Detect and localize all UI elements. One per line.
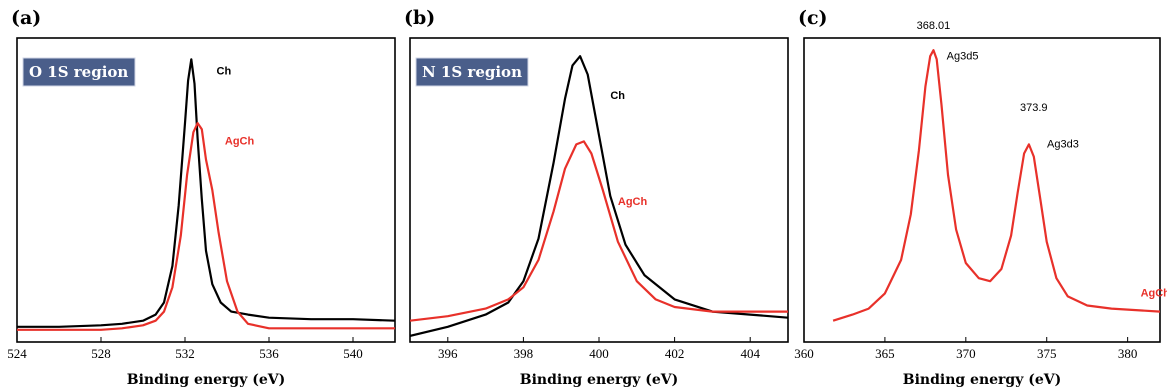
series-line-agch bbox=[410, 140, 788, 322]
plot-frame bbox=[16, 37, 396, 343]
series-label: AgCh bbox=[1141, 287, 1167, 299]
peak-annotation: 368.01 bbox=[917, 20, 951, 32]
x-tick-label: 536 bbox=[259, 346, 279, 361]
panel-b: (b) 396 398 400 402 404 Binding energy (eV) N 1… bbox=[404, 7, 789, 388]
x-tick-label: 404 bbox=[740, 346, 760, 361]
region-label: O 1S region bbox=[29, 63, 128, 81]
x-tick-label: 528 bbox=[91, 346, 111, 361]
x-tick-label: 532 bbox=[175, 346, 195, 361]
x-tick-label: 398 bbox=[514, 346, 534, 361]
series-label: Ch bbox=[610, 90, 625, 102]
x-tick-label: 402 bbox=[665, 346, 685, 361]
region-label-box bbox=[415, 57, 529, 87]
x-tick-label: 524 bbox=[7, 346, 27, 361]
x-tick-label: 365 bbox=[875, 346, 895, 361]
panel-label: (c) bbox=[798, 7, 828, 29]
x-tick-label: 370 bbox=[956, 346, 976, 361]
x-tick-label: 540 bbox=[343, 346, 363, 361]
x-axis-label: Binding energy (eV) bbox=[520, 372, 678, 388]
peak-annotation: Ag3d5 bbox=[947, 50, 979, 62]
x-tick-label: 360 bbox=[794, 346, 814, 361]
series-label: Ch bbox=[217, 65, 232, 77]
series-line-agch bbox=[17, 122, 395, 331]
panel-a: (a) 524 528 532 536 540 Binding energy (eV) O 1… bbox=[7, 7, 396, 388]
x-tick-label: 380 bbox=[1118, 346, 1138, 361]
series-line-ch bbox=[410, 55, 788, 337]
x-axis-label: Binding energy (eV) bbox=[127, 372, 285, 388]
region-label-box bbox=[22, 57, 136, 87]
region-label: N 1S region bbox=[422, 63, 522, 81]
panel-label: (a) bbox=[11, 7, 41, 29]
series-line-ch bbox=[17, 58, 395, 328]
plot-frame bbox=[803, 37, 1161, 343]
peak-annotation: Ag3d3 bbox=[1047, 138, 1079, 150]
peak-annotation: 373.9 bbox=[1020, 102, 1048, 114]
series-label: AgCh bbox=[618, 196, 648, 208]
x-tick-label: 400 bbox=[589, 346, 609, 361]
series-line-agch bbox=[832, 49, 1160, 322]
panel-c: (c) 360 365 370 375 380 Binding energy (eV) AgC… bbox=[794, 7, 1167, 388]
x-tick-label: 375 bbox=[1037, 346, 1057, 361]
x-tick-label: 396 bbox=[438, 346, 458, 361]
series-label: AgCh bbox=[225, 135, 255, 147]
panel-label: (b) bbox=[404, 7, 435, 29]
x-axis-label: Binding energy (eV) bbox=[903, 372, 1061, 388]
